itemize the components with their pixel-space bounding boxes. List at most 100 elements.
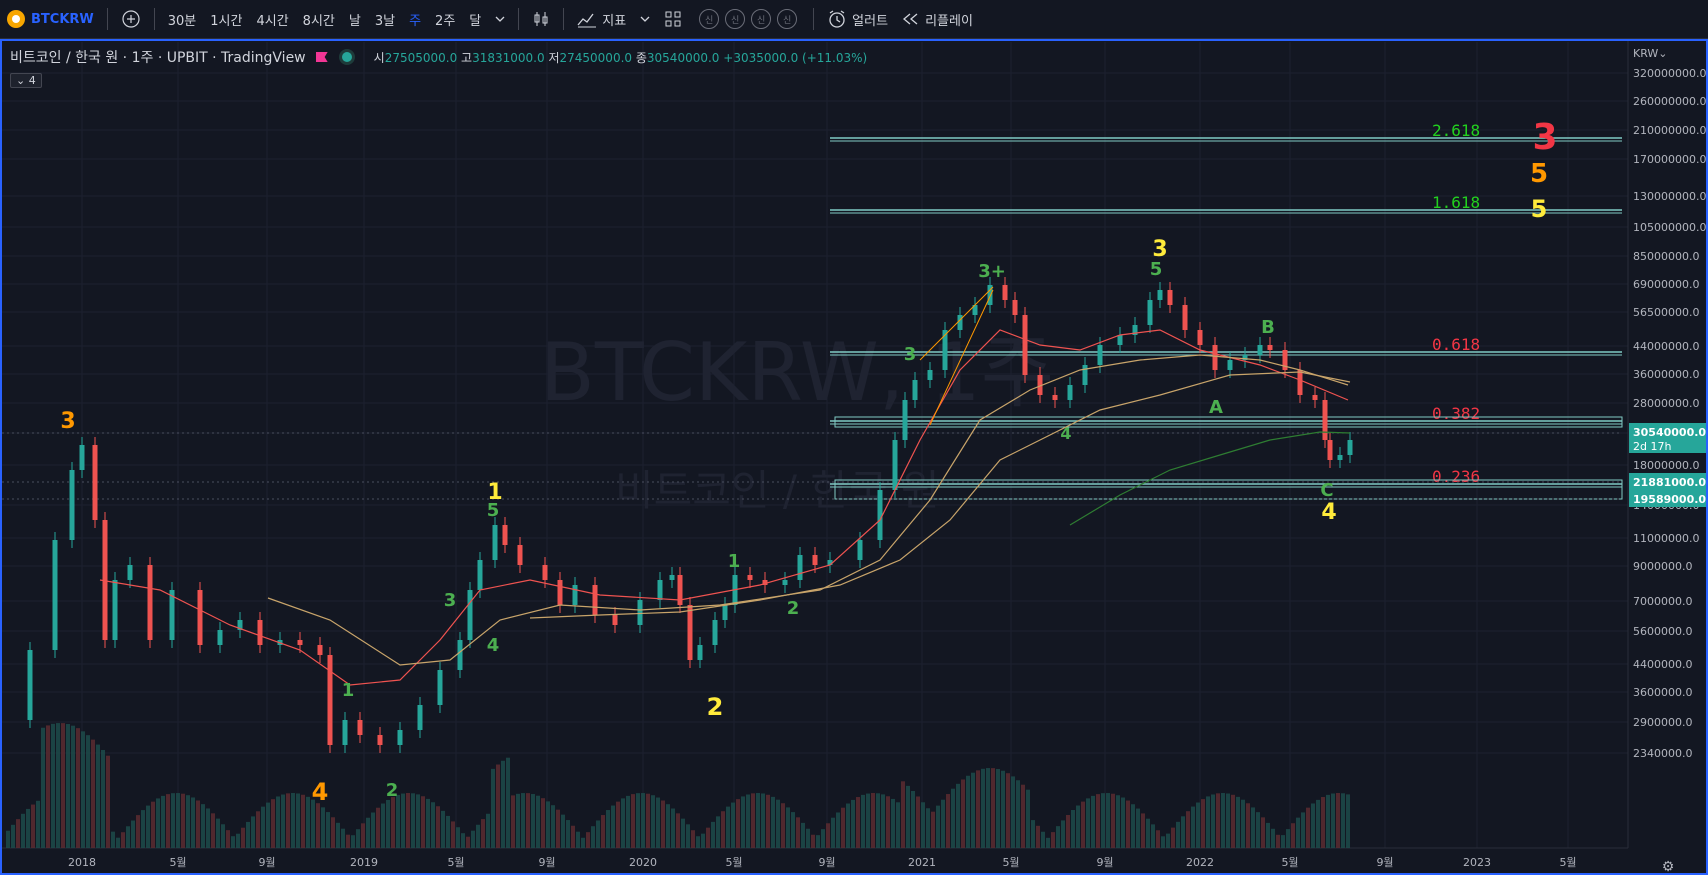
candle xyxy=(1242,355,1248,360)
volume-bar xyxy=(1226,793,1230,848)
custom-indicator-icon[interactable]: 신 xyxy=(725,9,746,29)
volume-bar xyxy=(921,802,925,848)
templates-button[interactable] xyxy=(657,0,689,38)
volume-bar xyxy=(1131,804,1135,848)
wave-label: 3 xyxy=(904,344,917,365)
wave-label: C xyxy=(1320,480,1333,501)
volume-bar xyxy=(946,794,950,848)
volume-bar xyxy=(431,802,435,848)
volume-bar xyxy=(841,807,845,848)
grid-icon xyxy=(665,11,681,27)
volume-bar xyxy=(301,794,305,848)
volume-bar xyxy=(186,795,190,848)
price-tick-label: 56500000.0 xyxy=(1633,306,1699,319)
trend-line xyxy=(929,289,994,426)
close-value: 30540000.0 xyxy=(646,50,720,65)
candle xyxy=(1022,315,1028,375)
volume-bar xyxy=(61,723,65,848)
volume-bar xyxy=(1056,826,1060,848)
indicators-dropdown-button[interactable] xyxy=(633,0,657,38)
interval-3[interactable]: 8시간 xyxy=(302,13,335,29)
wave-label: A xyxy=(1209,397,1223,418)
candle xyxy=(657,580,663,600)
custom-indicator-icon[interactable]: 신 xyxy=(777,9,798,29)
candle xyxy=(877,490,883,540)
custom-indicator-icon[interactable]: 신 xyxy=(751,9,772,29)
volume-bar xyxy=(1201,799,1205,848)
volume-bar xyxy=(421,796,425,848)
wave-label: 4 xyxy=(1321,500,1336,525)
volume-bar xyxy=(856,797,860,848)
candle xyxy=(557,580,563,605)
wave-label: 1 xyxy=(342,680,355,701)
volume-bar xyxy=(1291,823,1295,848)
volume-bar xyxy=(956,783,960,848)
legend-ohlc: 시27505000.0 고31831000.0 저27450000.0 종305… xyxy=(374,49,868,66)
volume-bar xyxy=(771,796,775,848)
candle xyxy=(927,370,933,380)
volume-bar xyxy=(1121,797,1125,848)
volume-bar xyxy=(891,798,895,848)
alert-button[interactable]: 얼러트 xyxy=(820,0,895,38)
volume-bar xyxy=(1136,808,1140,848)
time-tick-label: 9월 xyxy=(818,856,835,869)
candle xyxy=(1337,455,1343,460)
candle xyxy=(612,615,618,625)
price-tick-label: 18000000.0 xyxy=(1633,459,1699,472)
interval-6[interactable]: 주 xyxy=(409,13,422,29)
volume-bar xyxy=(1151,824,1155,848)
volume-bar xyxy=(1096,794,1100,848)
flag-icon[interactable] xyxy=(315,52,328,62)
custom-indicator-icon[interactable]: 신 xyxy=(699,9,720,29)
volume-bar xyxy=(871,793,875,848)
compare-add-button[interactable] xyxy=(114,0,148,38)
price-tick-label: 320000000.0 xyxy=(1633,67,1706,80)
volume-bar xyxy=(516,793,520,848)
volume-bar xyxy=(961,779,965,848)
volume-bar xyxy=(551,805,555,848)
candle xyxy=(902,400,908,440)
candle xyxy=(1257,345,1263,355)
legend-collapse-button[interactable]: ⌄ 4 xyxy=(10,73,42,88)
interval-8[interactable]: 달 xyxy=(469,13,482,29)
wave-label: 4 xyxy=(312,778,329,806)
interval-4[interactable]: 날 xyxy=(348,13,361,29)
symbol-search[interactable]: BTCKRW xyxy=(0,0,101,38)
volume-bar xyxy=(896,802,900,848)
interval-0[interactable]: 30분 xyxy=(167,13,197,29)
interval-dropdown-button[interactable] xyxy=(488,0,512,38)
wave-label: 3 xyxy=(1532,117,1557,158)
interval-2[interactable]: 4시간 xyxy=(256,13,289,29)
volume-bar xyxy=(456,827,460,848)
volume-bar xyxy=(176,793,180,848)
interval-7[interactable]: 2주 xyxy=(435,13,456,29)
volume-bar xyxy=(391,797,395,848)
replay-button[interactable]: 리플레이 xyxy=(895,0,980,38)
volume-bar xyxy=(1261,817,1265,848)
interval-5[interactable]: 3날 xyxy=(374,13,396,29)
volume-bar xyxy=(526,793,530,848)
candle xyxy=(637,600,643,625)
volume-bar xyxy=(91,739,95,848)
volume-bar xyxy=(686,824,690,848)
volume-bar xyxy=(1191,806,1195,848)
indicators-button[interactable]: 지표 xyxy=(570,0,633,38)
volume-bar xyxy=(781,803,785,848)
interval-1[interactable]: 1시간 xyxy=(210,13,243,29)
chart-type-button[interactable] xyxy=(525,0,557,38)
wave-label: 1 xyxy=(487,480,502,505)
candle xyxy=(669,575,675,580)
currency-selector: KRW⌄ xyxy=(1633,47,1668,60)
volume-bar xyxy=(976,770,980,848)
price-axis[interactable] xyxy=(1628,41,1706,873)
candle xyxy=(1197,330,1203,345)
price-tick-label: 130000000.0 xyxy=(1633,190,1706,203)
volume-bar xyxy=(276,796,280,848)
volume-bar xyxy=(31,804,35,848)
volume-bar xyxy=(316,803,320,848)
volume-bar xyxy=(576,831,580,848)
volume-bar xyxy=(311,799,315,848)
candle xyxy=(257,620,263,645)
